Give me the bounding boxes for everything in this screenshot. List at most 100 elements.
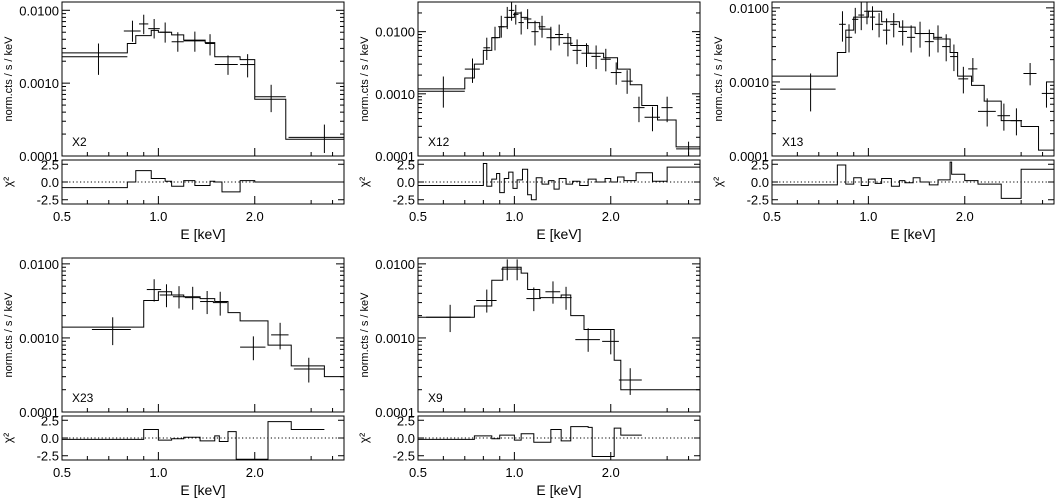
spectrum-frame <box>417 1 701 157</box>
y-tick-label: 0.0100 <box>19 3 59 18</box>
model-step-line <box>62 29 344 140</box>
data-point <box>159 284 173 308</box>
y-tick-label: 0.0010 <box>19 331 59 346</box>
data-point <box>288 124 344 153</box>
residual-step-line <box>62 421 325 460</box>
residual-tick-label: -2.5 <box>393 449 415 464</box>
data-point <box>512 259 522 281</box>
data-point <box>1010 108 1023 136</box>
model-step-line <box>772 10 1055 151</box>
x-tick-label: 2.0 <box>246 465 264 480</box>
data-point <box>139 14 149 35</box>
data-point <box>538 15 546 38</box>
data-point <box>602 329 619 355</box>
y-tick-label: 0.0010 <box>19 76 59 91</box>
data-point <box>882 18 891 45</box>
data-point <box>864 2 870 25</box>
residual-axis-label: χ² <box>711 177 725 187</box>
spectrum-panel-X23: 0.0001 0.0010 0.0100 0.5 1.0 2.0 2.5 0.0 -2.5 nor… <box>1 257 345 498</box>
data-point <box>171 32 184 52</box>
data-point <box>591 45 601 70</box>
data-point <box>476 289 497 313</box>
spectrum-panel-X13: 0.0001 0.0010 0.0100 0.5 1.0 2.0 2.5 0.0 -2.5 nor… <box>711 1 1055 242</box>
y-tick-label: 0.0100 <box>729 1 769 16</box>
residual-tick-label: 2.5 <box>397 413 415 428</box>
residual-step-line <box>772 161 1054 199</box>
data-point <box>898 20 907 46</box>
residual-tick-label: -2.5 <box>393 193 415 208</box>
data-point <box>852 7 859 34</box>
y-axis-label: norm.cts / s / keV <box>3 292 15 378</box>
residual-axis-label: χ² <box>357 177 371 187</box>
data-point <box>91 317 131 346</box>
data-point <box>501 259 513 281</box>
model-step-line <box>62 291 344 378</box>
data-point <box>644 106 660 132</box>
x-tick-label: 1.0 <box>505 209 523 224</box>
spectrum-frame <box>61 257 345 413</box>
residual-tick-label: -2.5 <box>747 193 769 208</box>
spectrum-frame <box>771 1 1055 157</box>
y-axis-label: norm.cts / s / keV <box>3 36 15 122</box>
data-point <box>661 96 673 123</box>
data-point <box>942 34 951 62</box>
x-axis-label: E [keV] <box>536 226 581 242</box>
data-point <box>858 2 865 31</box>
x-tick-label: 0.5 <box>53 209 71 224</box>
y-tick-label: 0.0010 <box>375 331 415 346</box>
y-tick-label: 0.0001 <box>729 149 769 164</box>
data-point <box>575 328 600 352</box>
data-point <box>633 96 645 123</box>
y-tick-label: 0.0001 <box>19 405 59 420</box>
data-point <box>205 34 215 56</box>
residual-axis-label: χ² <box>1 177 15 187</box>
residual-tick-label: -2.5 <box>37 193 59 208</box>
data-point <box>271 322 289 350</box>
residual-tick-label: 0.0 <box>397 175 415 190</box>
data-point <box>212 291 228 316</box>
data-point <box>293 357 325 383</box>
data-point <box>555 24 564 46</box>
data-point <box>523 9 532 30</box>
y-tick-label: 0.0010 <box>375 87 415 102</box>
residual-tick-label: -2.5 <box>37 449 59 464</box>
x-axis-label: E [keV] <box>180 226 225 242</box>
data-point <box>546 26 556 51</box>
residual-step-line <box>62 170 344 193</box>
y-tick-label: 0.0100 <box>375 25 415 40</box>
data-point <box>464 58 480 83</box>
data-point <box>183 31 206 52</box>
data-point <box>123 20 141 42</box>
residual-tick-label: 2.5 <box>41 157 59 172</box>
x-tick-label: 0.5 <box>53 465 71 480</box>
x-tick-label: 2.0 <box>602 209 620 224</box>
data-point <box>200 291 214 315</box>
data-point <box>545 281 561 304</box>
data-point <box>563 33 573 57</box>
data-point <box>240 336 266 361</box>
residual-axis-label: χ² <box>1 433 15 443</box>
data-point <box>148 18 160 39</box>
residual-step-line <box>418 163 700 201</box>
data-point <box>418 76 465 108</box>
residual-tick-label: 2.5 <box>751 157 769 172</box>
data-point <box>240 54 255 78</box>
data-point <box>172 286 185 309</box>
spectrum-panel-X9: 0.0001 0.0010 0.0100 0.5 1.0 2.0 2.5 0.0 -2.5 nor… <box>357 257 701 498</box>
data-point <box>968 58 978 82</box>
x-axis-label: E [keV] <box>180 482 225 498</box>
data-point <box>508 2 515 21</box>
residual-tick-label: 2.5 <box>41 413 59 428</box>
data-point <box>62 43 128 75</box>
data-point <box>618 368 642 395</box>
data-point <box>839 11 846 42</box>
y-tick-label: 0.0100 <box>375 257 415 272</box>
data-point <box>1023 63 1037 86</box>
data-point <box>512 4 519 25</box>
x-tick-label: 2.0 <box>956 209 974 224</box>
residual-tick-label: 0.0 <box>751 175 769 190</box>
data-point <box>1041 81 1052 108</box>
data-point <box>572 39 582 65</box>
data-point <box>426 304 471 333</box>
